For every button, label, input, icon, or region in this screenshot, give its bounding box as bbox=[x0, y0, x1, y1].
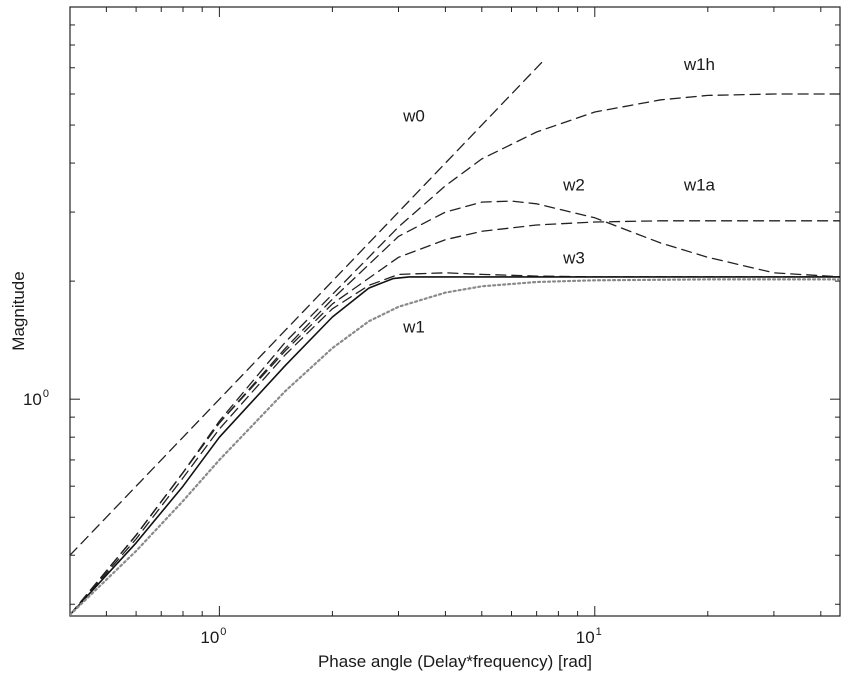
x-tick-label: 101 bbox=[576, 626, 602, 647]
y-axis-title: Magnitude bbox=[9, 271, 28, 350]
series-line-w0 bbox=[70, 57, 547, 556]
series-label-w1a: w1a bbox=[683, 176, 716, 195]
series-lines bbox=[70, 57, 840, 616]
tick-labels: 100 101 100 bbox=[23, 388, 602, 647]
x-axis-title: Phase angle (Delay*frequency) [rad] bbox=[318, 652, 592, 671]
tick-marks bbox=[69, 6, 840, 616]
series-line-w1 bbox=[70, 278, 840, 616]
series-line-w1a bbox=[70, 220, 840, 616]
y-tick-label: 100 bbox=[23, 388, 49, 409]
series-line-solid-5 bbox=[70, 276, 840, 616]
series-label-w3: w3 bbox=[562, 248, 585, 267]
series-line-w2 bbox=[70, 200, 840, 616]
series-label-w0: w0 bbox=[402, 107, 425, 126]
series-label-w1: w1 bbox=[402, 317, 425, 336]
series-label-w1h: w1h bbox=[683, 55, 715, 74]
series-line-w3 bbox=[70, 272, 840, 616]
x-tick-label: 100 bbox=[200, 626, 226, 647]
series-labels: w0 w1h w2 w1a w3 w1 bbox=[402, 55, 715, 336]
series-label-w2: w2 bbox=[562, 176, 585, 195]
plot-frame bbox=[69, 6, 841, 617]
series-line-w1h bbox=[70, 93, 840, 616]
